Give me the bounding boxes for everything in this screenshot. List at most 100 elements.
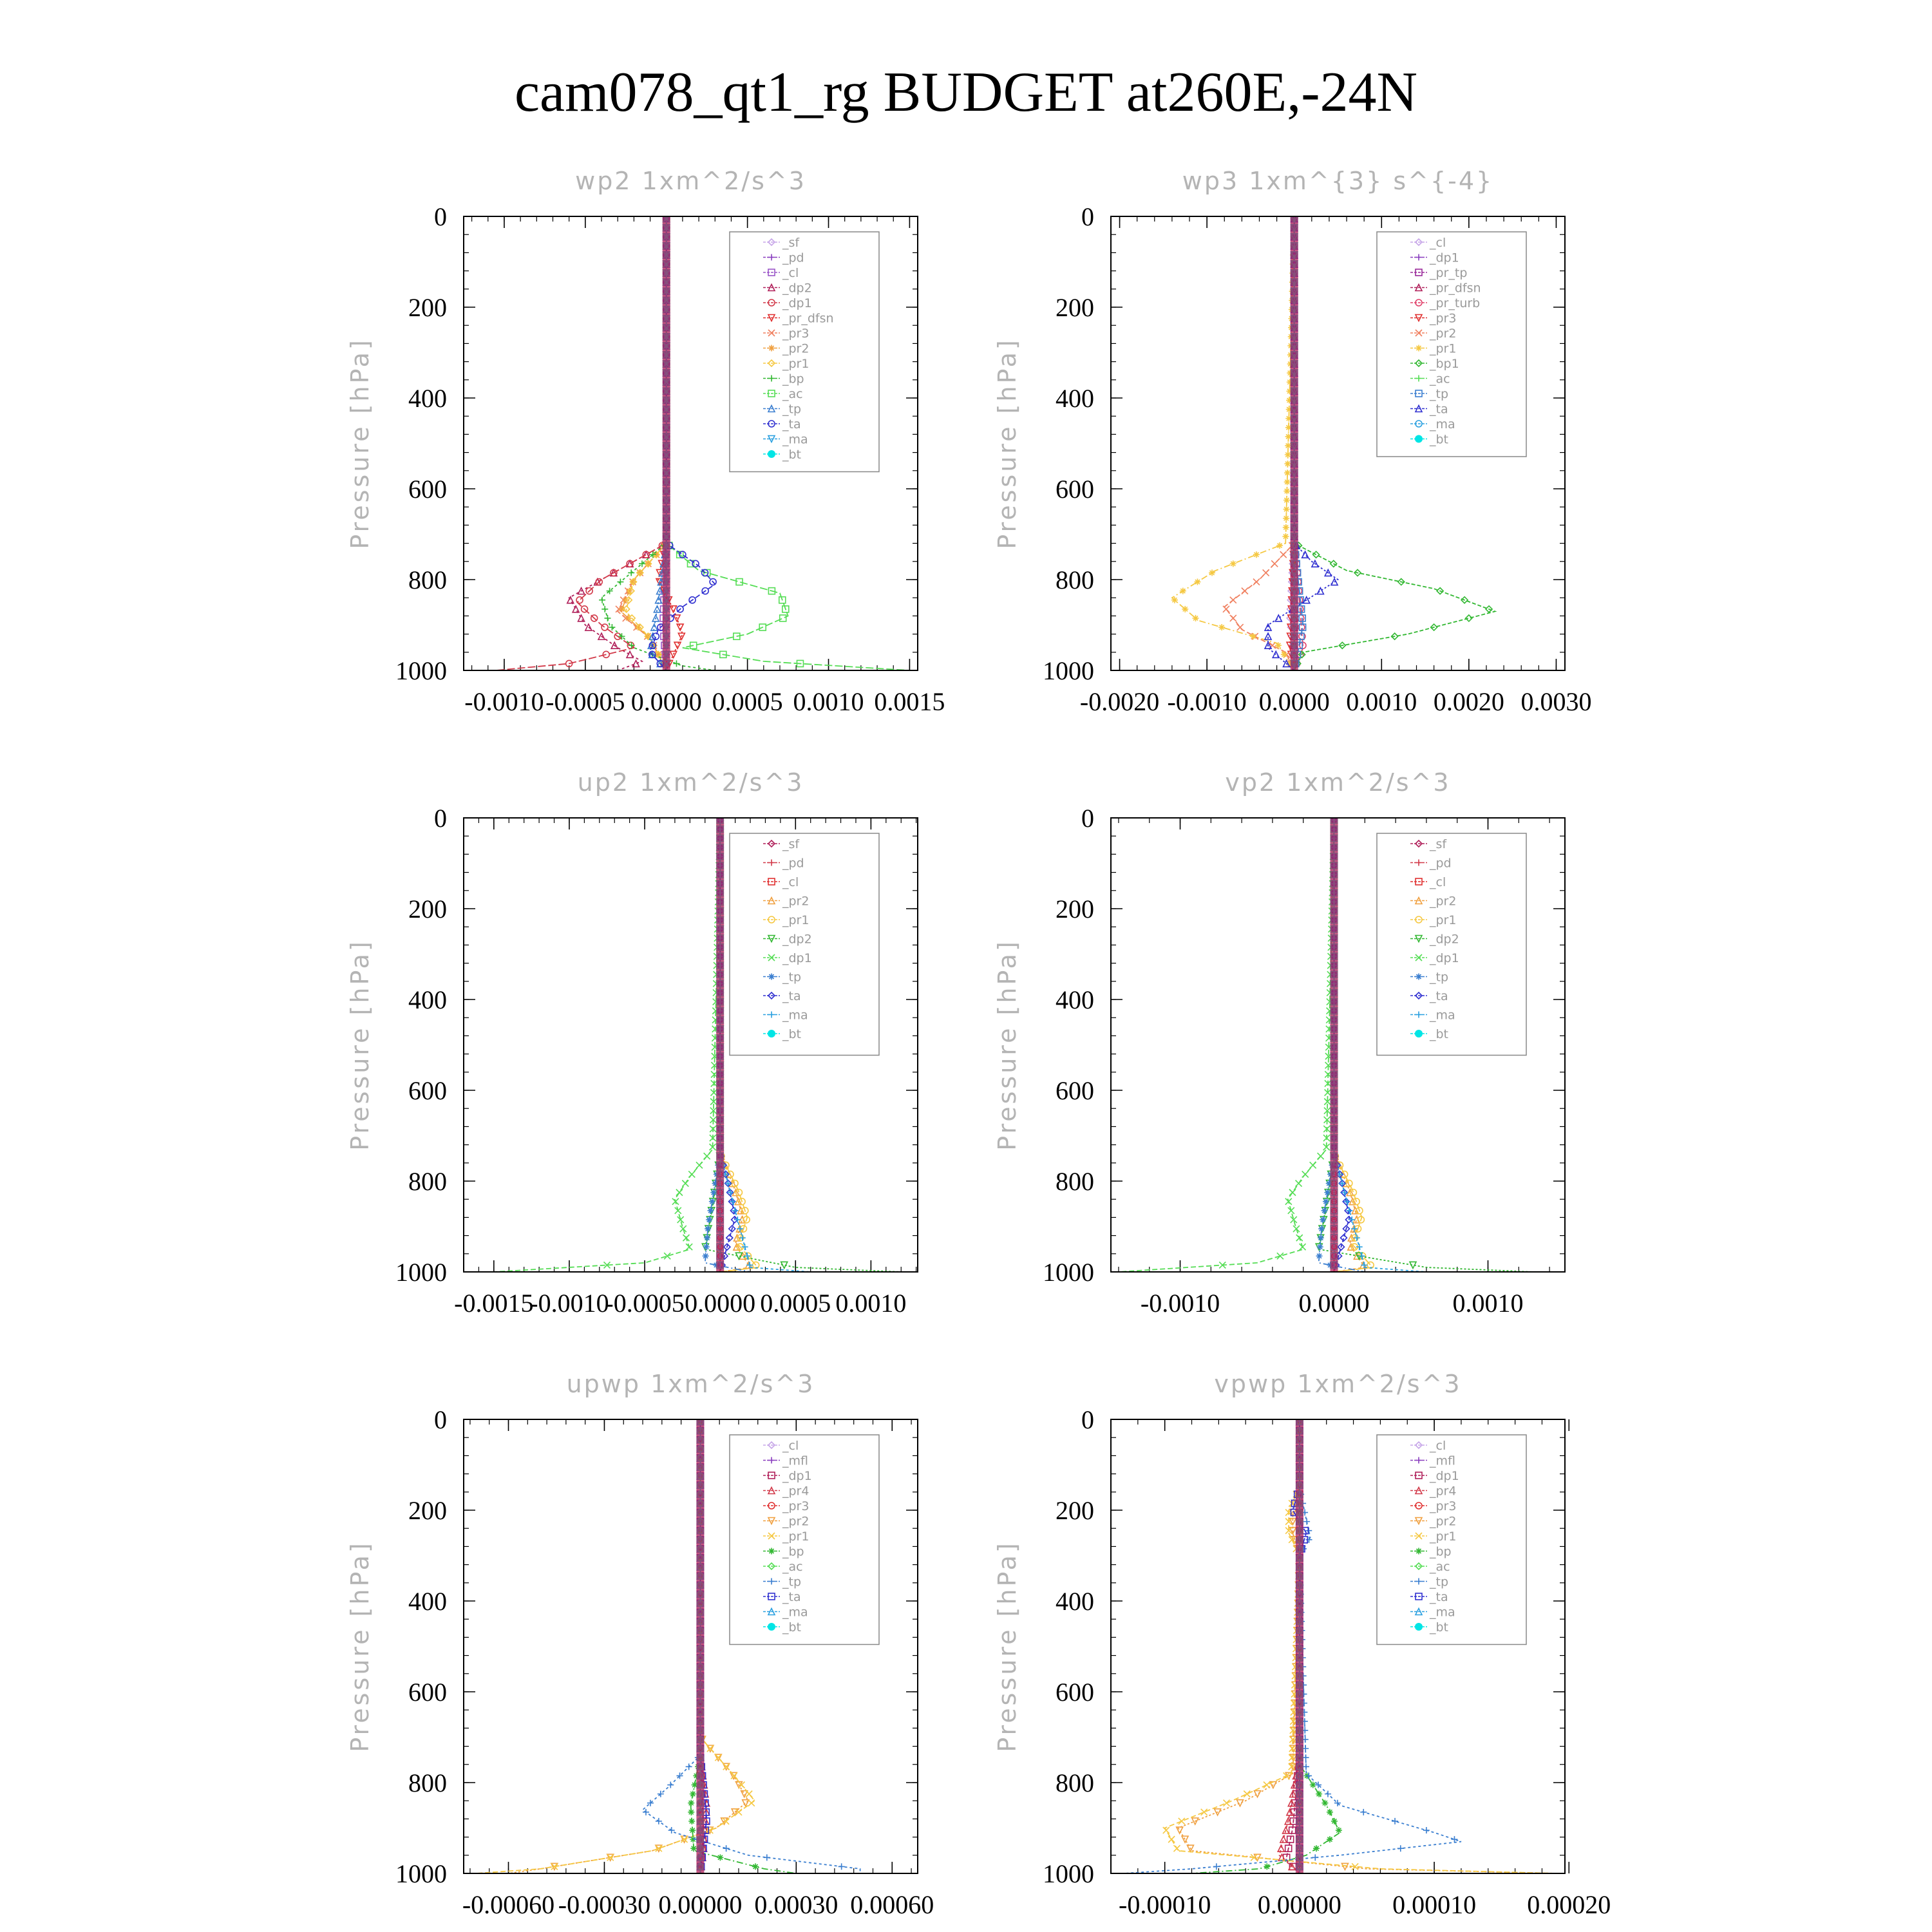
data-point [676, 623, 685, 632]
data-point [676, 1189, 683, 1197]
data-point [1349, 1197, 1357, 1206]
data-point [638, 560, 645, 567]
data-point [1323, 1134, 1331, 1142]
x-tick-label: -0.0005 [605, 1289, 684, 1318]
data-point [1286, 660, 1293, 667]
legend-marker [1415, 299, 1423, 307]
legend-marker [768, 390, 775, 397]
legend-marker [767, 283, 776, 292]
legend-entry-pr2: _pr2 [1429, 327, 1456, 341]
legend-entry-bt: _bt [782, 1620, 801, 1634]
data-point [628, 614, 636, 623]
panel-title: wp3 1xm^{3} s^{-4} [1182, 167, 1493, 195]
legend-marker [767, 435, 776, 444]
data-point [1324, 1079, 1332, 1087]
data-point [1284, 451, 1291, 459]
data-point [1222, 1799, 1231, 1807]
series-line-pr1 [1164, 1419, 1556, 1873]
legend-marker [1415, 390, 1423, 397]
x-tick-label: 0.0010 [1346, 687, 1417, 716]
data-point [1349, 1188, 1358, 1197]
x-tick-label: 0.0010 [1453, 1289, 1524, 1318]
legend-entry-bp: _bp [782, 1545, 804, 1559]
y-tick-label: 0 [1081, 804, 1094, 833]
legend-entry-pr3: _pr3 [1429, 1499, 1456, 1513]
y-tick-label: 400 [1056, 1587, 1094, 1616]
x-tick-label: 0.0015 [874, 687, 945, 716]
data-point [1303, 1518, 1311, 1525]
legend-marker [1416, 973, 1422, 980]
data-point [656, 586, 664, 595]
legend-marker [1415, 435, 1423, 443]
data-point [1298, 650, 1306, 659]
x-tick-label: -0.00030 [558, 1890, 650, 1919]
data-point [571, 605, 580, 613]
legend-entry-pr_dfsn: _pr_dfsn [782, 312, 834, 326]
series-line-dp2 [568, 216, 667, 670]
legend-marker [1416, 1011, 1422, 1018]
legend-marker [1416, 375, 1422, 382]
data-point [1296, 1234, 1303, 1242]
data-point [723, 1845, 730, 1852]
legend-entry-bp1: _bp1 [1429, 357, 1459, 371]
data-point [655, 1844, 663, 1852]
legend-entry-ta: _ta [782, 989, 801, 1003]
data-point [1344, 1206, 1352, 1215]
data-point [1286, 379, 1293, 386]
data-point [668, 1827, 675, 1834]
legend-entry-sf: _sf [1429, 837, 1447, 851]
series-line-bp1 [1293, 216, 1497, 670]
data-point [1182, 605, 1189, 612]
data-point [1285, 415, 1293, 422]
legend-marker [768, 450, 775, 458]
data-point [618, 605, 625, 612]
legend-entry-dp1: _dp1 [782, 1469, 812, 1483]
legend-marker [1415, 420, 1423, 428]
data-point [710, 1088, 718, 1097]
legend-entry-pd: _pd [782, 251, 804, 265]
data-point [1352, 1197, 1360, 1206]
data-point [1289, 1189, 1296, 1197]
data-point [1264, 623, 1273, 631]
legend-marker [1414, 896, 1423, 905]
data-point [1283, 506, 1290, 513]
data-point [1460, 596, 1469, 604]
data-point [1293, 1225, 1300, 1233]
data-point [636, 623, 644, 632]
data-point [1285, 433, 1292, 440]
legend-marker [1415, 269, 1423, 276]
data-point [729, 1772, 738, 1781]
data-point [580, 605, 589, 613]
data-point [1274, 614, 1283, 622]
legend-box [729, 231, 880, 473]
data-point [730, 1808, 739, 1817]
legend-marker [1415, 878, 1423, 886]
data-point [1312, 551, 1320, 559]
data-point [1315, 1781, 1322, 1788]
data-point [1283, 515, 1290, 522]
data-point [1285, 442, 1292, 450]
legend: _sf _pd _cl _pr2 _pr1 _dp2 _dp1 _tp _ta _ma _bt [1376, 833, 1527, 1056]
x-tick-label: -0.00010 [1119, 1890, 1211, 1919]
data-point [1305, 1527, 1312, 1534]
data-point [1451, 1836, 1458, 1843]
x-tick-label: 0.00060 [850, 1890, 934, 1919]
data-point [712, 1180, 719, 1187]
data-point [1191, 1817, 1200, 1826]
data-point [1284, 1844, 1293, 1853]
data-point [730, 1772, 738, 1779]
x-tick-label: 0.00030 [754, 1890, 838, 1919]
legend-entry-ta: _ta [782, 1590, 801, 1604]
data-point [603, 1261, 611, 1269]
data-point [1341, 1862, 1349, 1871]
legend-entry-dp2: _dp2 [1429, 933, 1459, 947]
legend-marker [1416, 859, 1422, 866]
legend: _sf_pd_cl_dp2_dp1 _pr_dfsn_pr3_pr2_pr1_bp… [729, 231, 880, 473]
y-tick-label: 200 [408, 895, 447, 923]
data-point [599, 596, 606, 603]
data-point [649, 641, 657, 650]
data-point [610, 569, 618, 577]
data-point [1288, 1763, 1296, 1770]
data-point [1178, 1817, 1186, 1825]
data-point [741, 1244, 748, 1251]
